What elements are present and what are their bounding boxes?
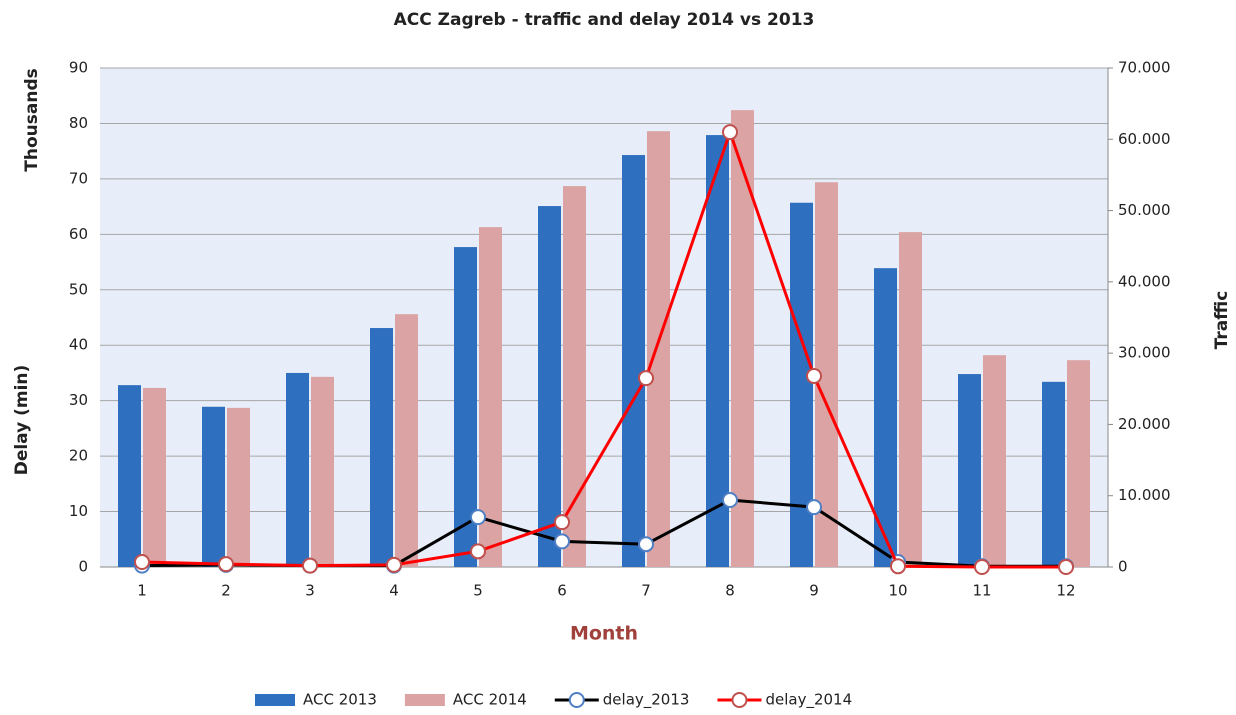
y-tick-label: 80 bbox=[69, 114, 88, 132]
x-tick-label: 1 bbox=[137, 582, 147, 600]
x-tick-label: 3 bbox=[305, 582, 315, 600]
y-tick-label: 90 bbox=[69, 59, 88, 77]
point bbox=[722, 124, 738, 141]
y-tick-label: 60 bbox=[69, 225, 88, 243]
y2-tick-label: 60.000 bbox=[1118, 130, 1171, 148]
point bbox=[134, 554, 150, 571]
y-tick-label: 10 bbox=[69, 502, 88, 520]
y-tick-label: 50 bbox=[69, 280, 88, 298]
bar bbox=[1067, 360, 1090, 567]
bar bbox=[227, 407, 250, 567]
bar bbox=[731, 110, 754, 567]
legend-label: delay_2013 bbox=[603, 691, 690, 710]
bar bbox=[563, 186, 586, 567]
point bbox=[554, 514, 570, 531]
bar bbox=[815, 182, 838, 567]
x-tick-label: 6 bbox=[557, 582, 567, 600]
point bbox=[470, 543, 486, 560]
bar bbox=[395, 314, 418, 567]
point bbox=[302, 557, 318, 574]
bar bbox=[899, 232, 922, 568]
x-tick-label: 4 bbox=[389, 582, 399, 600]
bar bbox=[311, 376, 334, 567]
bar bbox=[983, 355, 1006, 567]
chart-title: ACC Zagreb - traffic and delay 2014 vs 2… bbox=[394, 10, 815, 30]
y2-tick-label: 70.000 bbox=[1118, 59, 1171, 77]
x-tick-label: 11 bbox=[972, 582, 991, 600]
y-axis-label: Delay (min) bbox=[12, 365, 32, 476]
point bbox=[806, 499, 822, 516]
bar bbox=[874, 268, 897, 567]
bar bbox=[370, 328, 393, 567]
legend-label: ACC 2013 bbox=[303, 691, 377, 709]
bar bbox=[286, 372, 309, 567]
legend-marker bbox=[731, 692, 748, 708]
y-unit-label: Thousands bbox=[22, 68, 42, 171]
bar bbox=[958, 374, 981, 567]
x-tick-label: 2 bbox=[221, 582, 231, 600]
y-tick-label: 30 bbox=[69, 391, 88, 409]
point bbox=[470, 509, 486, 526]
y2-tick-label: 10.000 bbox=[1118, 486, 1171, 504]
bar bbox=[202, 406, 225, 567]
x-tick-label: 8 bbox=[725, 582, 735, 600]
y-tick-label: 70 bbox=[69, 169, 88, 187]
y2-tick-label: 30.000 bbox=[1118, 344, 1171, 362]
point bbox=[806, 367, 822, 384]
point bbox=[386, 556, 402, 573]
line bbox=[141, 127, 1066, 569]
point bbox=[722, 491, 738, 508]
legend-swatch bbox=[404, 694, 445, 706]
point bbox=[890, 558, 906, 575]
x-tick-label: 7 bbox=[641, 582, 651, 600]
legend-label: delay_2014 bbox=[765, 691, 852, 710]
point bbox=[638, 370, 654, 387]
legend-marker bbox=[568, 692, 585, 708]
point bbox=[638, 536, 654, 553]
point bbox=[1058, 559, 1074, 575]
bar bbox=[1042, 381, 1065, 567]
bar bbox=[479, 227, 502, 567]
point bbox=[218, 556, 234, 573]
bar bbox=[538, 206, 561, 567]
bar bbox=[143, 387, 166, 567]
x-axis-label: Month bbox=[570, 623, 638, 645]
legend-label: ACC 2014 bbox=[453, 691, 527, 709]
y2-axis-label: Traffic bbox=[1212, 291, 1232, 350]
x-tick-label: 10 bbox=[888, 582, 907, 600]
y2-tick-label: 40.000 bbox=[1118, 272, 1171, 290]
y2-tick-label: 0 bbox=[1118, 558, 1128, 576]
legend-swatch bbox=[255, 694, 295, 706]
point bbox=[974, 559, 990, 575]
bar bbox=[647, 131, 670, 567]
plot-area bbox=[100, 68, 1108, 567]
bar bbox=[622, 155, 645, 567]
y-tick-label: 40 bbox=[69, 336, 88, 354]
bar bbox=[118, 385, 141, 567]
bar bbox=[454, 247, 477, 567]
y-tick-label: 20 bbox=[69, 447, 88, 465]
bar bbox=[790, 202, 813, 568]
y2-tick-label: 20.000 bbox=[1118, 415, 1171, 433]
x-tick-label: 12 bbox=[1056, 582, 1075, 600]
x-tick-label: 9 bbox=[809, 582, 819, 600]
x-tick-label: 5 bbox=[473, 582, 483, 600]
y2-tick-label: 50.000 bbox=[1118, 201, 1171, 219]
point bbox=[554, 533, 570, 550]
bar bbox=[706, 135, 729, 568]
y-tick-label: 0 bbox=[78, 558, 88, 576]
